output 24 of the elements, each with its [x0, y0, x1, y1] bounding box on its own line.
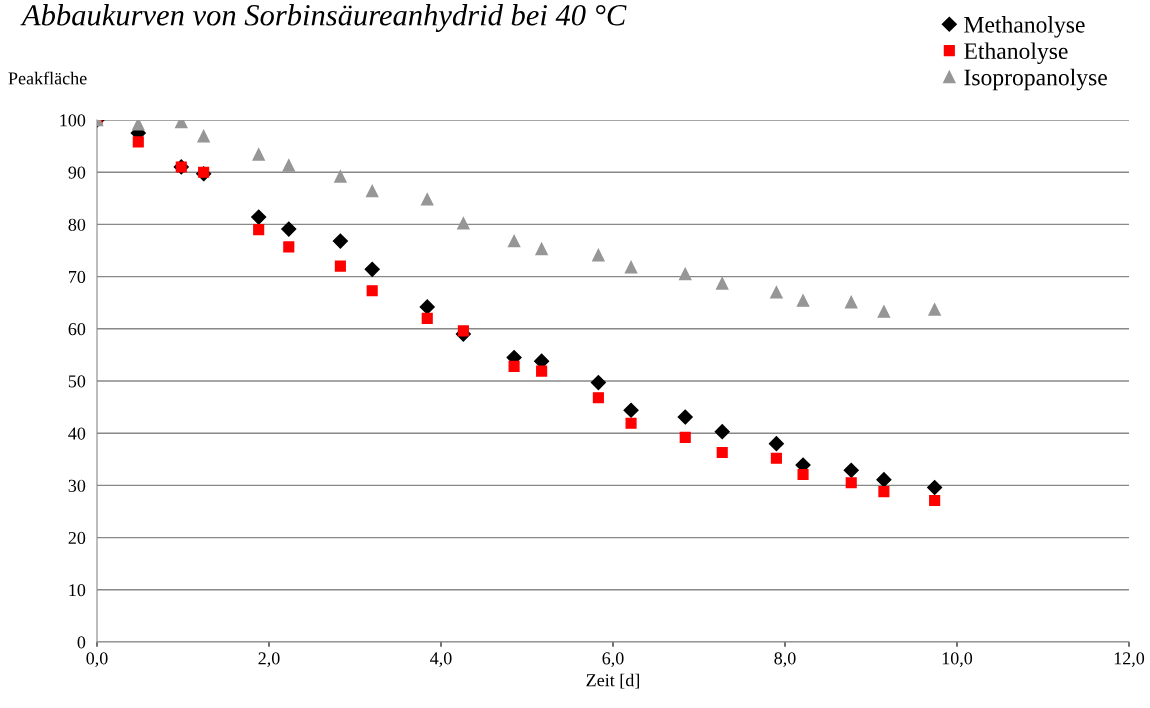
y-tick-label: 10	[69, 584, 86, 597]
y-tick-label: 0	[77, 636, 86, 649]
x-tick-label: 6,0	[602, 652, 624, 668]
x-tick-label: 4,0	[430, 652, 452, 668]
y-tick-label: 50	[68, 375, 86, 388]
y-tick-label: 30	[68, 479, 86, 492]
y-tick-label: 90	[68, 166, 86, 179]
x-tick-label: 2,0	[258, 652, 280, 668]
legend-label: Ethanolyse	[964, 42, 1068, 64]
y-tick-label: 60	[68, 323, 86, 336]
x-tick-label: 10,0	[942, 652, 973, 668]
y-tick-label: 70	[69, 270, 86, 284]
x-tick-label: 0,0	[86, 652, 108, 668]
chart-title: Abbaukurven von Sorbinsäureanhydrid bei 40 °C	[20, 4, 627, 32]
legend-label: Methanolyse	[964, 16, 1085, 38]
x-tick-label: 12,0	[1114, 652, 1145, 668]
x-tick-label: 8,0	[774, 652, 796, 668]
y-tick-label: 100	[60, 114, 86, 127]
y-axis-title: Peakfläche	[8, 71, 87, 85]
legend-label: Isopropanolyse	[964, 68, 1107, 91]
y-tick-label: 20	[68, 531, 86, 545]
x-axis-title: Zeit [d]	[586, 673, 639, 689]
y-tick-label: 80	[68, 218, 86, 231]
y-tick-label: 40	[68, 427, 86, 440]
